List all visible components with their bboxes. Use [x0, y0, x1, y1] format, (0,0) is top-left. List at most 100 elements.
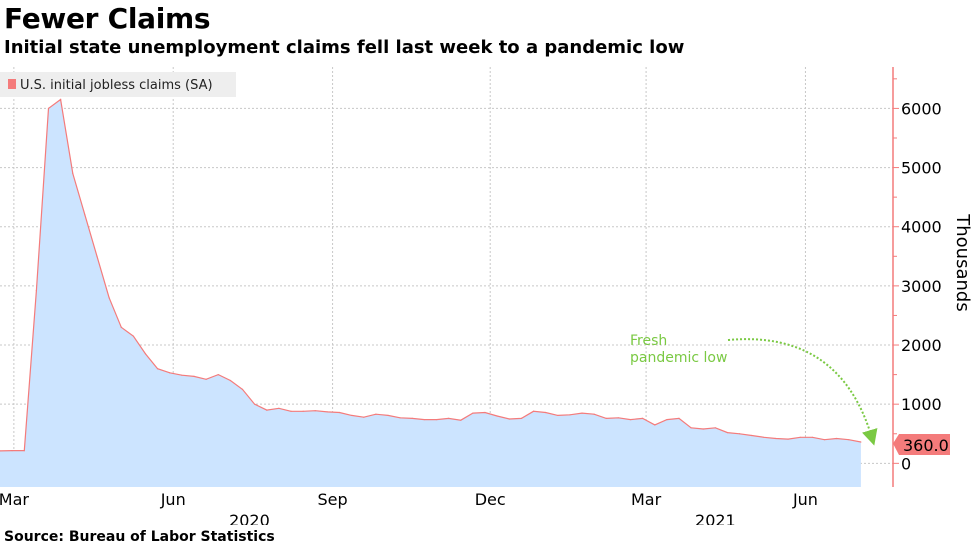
annotation-line-2: pandemic low — [630, 350, 727, 366]
data-point — [836, 437, 838, 440]
y-axis-title: Thousands — [952, 213, 973, 311]
data-point — [266, 409, 268, 411]
data-point — [751, 434, 753, 437]
data-point — [484, 411, 486, 414]
chart-title: Fewer Claims — [4, 2, 211, 35]
data-point — [181, 374, 183, 376]
data-point — [363, 416, 365, 418]
data-point — [435, 418, 438, 421]
data-point — [629, 418, 632, 421]
data-point — [848, 439, 850, 441]
y-tick-label: 3000 — [901, 277, 942, 296]
data-point — [120, 326, 122, 328]
data-point — [448, 417, 450, 419]
data-point — [169, 372, 171, 374]
data-point — [787, 438, 789, 440]
data-point — [617, 417, 619, 419]
x-year-label: 2020 — [229, 511, 270, 525]
source-note: Source: Bureau of Labor Statistics — [4, 529, 275, 545]
x-year-label: 2021 — [695, 511, 736, 525]
y-tick-label: 1000 — [901, 395, 942, 414]
data-point — [375, 413, 377, 415]
x-axis: Mar Jun Sep Dec Mar Jun 2020 2021 — [0, 490, 818, 525]
data-point — [702, 428, 704, 430]
data-point — [775, 437, 777, 440]
data-point — [860, 441, 862, 443]
data-point — [84, 214, 86, 216]
annotation-arrow — [727, 338, 878, 446]
annotation: Fresh pandemic low — [630, 333, 878, 446]
data-point — [132, 335, 134, 337]
legend: U.S. initial jobless claims (SA) — [0, 72, 236, 97]
x-tick-label: Sep — [317, 490, 347, 509]
data-point — [666, 418, 668, 421]
series-line — [0, 98, 862, 452]
data-point — [811, 436, 813, 438]
data-point — [144, 353, 147, 355]
data-point — [338, 411, 341, 414]
data-point — [508, 418, 510, 420]
x-tick-label: Mar — [631, 490, 662, 509]
data-point — [605, 417, 607, 419]
data-point — [423, 418, 425, 421]
y-tick-label: 5000 — [901, 159, 942, 178]
data-point — [387, 414, 389, 417]
data-point — [763, 436, 765, 438]
data-point — [714, 427, 716, 429]
data-point — [545, 411, 547, 414]
legend-swatch — [8, 79, 16, 89]
y-tick-label: 4000 — [901, 218, 942, 237]
data-point — [351, 414, 353, 417]
data-point — [278, 407, 280, 409]
data-point — [96, 255, 98, 257]
data-point — [739, 433, 741, 435]
data-point — [520, 417, 522, 419]
data-point — [399, 417, 401, 419]
data-point — [0, 450, 1, 452]
series-points — [0, 98, 862, 452]
x-tick-label: Dec — [475, 490, 506, 509]
data-point — [60, 98, 62, 101]
last-value-label: 360.0 — [903, 436, 949, 455]
data-point — [654, 424, 656, 426]
last-value-marker: 360.0 — [893, 434, 950, 455]
data-point — [642, 417, 644, 419]
data-point — [290, 410, 292, 412]
annotation-line-1: Fresh — [630, 333, 667, 349]
data-point — [229, 379, 231, 382]
data-point — [241, 388, 244, 390]
data-point — [35, 290, 37, 292]
data-point — [593, 413, 595, 415]
last-value-badge — [893, 434, 950, 455]
data-point — [690, 427, 692, 429]
data-point — [569, 414, 571, 416]
data-point — [23, 450, 25, 452]
data-point — [411, 417, 413, 419]
data-point — [193, 375, 195, 377]
data-point — [47, 107, 50, 110]
data-point — [472, 412, 474, 414]
x-tick-label: Jun — [792, 490, 818, 509]
data-point — [460, 419, 462, 421]
data-point — [254, 403, 256, 405]
data-point — [581, 412, 583, 414]
y-tick-label: 6000 — [901, 99, 942, 118]
data-point — [205, 378, 207, 380]
y-tick-label: 2000 — [901, 336, 942, 355]
y-tick-label: 0 — [901, 454, 911, 473]
data-point — [678, 417, 680, 419]
data-point — [314, 410, 316, 412]
data-point — [72, 172, 74, 175]
data-point — [217, 374, 219, 376]
data-point — [799, 436, 801, 438]
series-area-fill — [0, 99, 861, 487]
x-tick-label: Jun — [160, 490, 186, 509]
data-point — [823, 439, 826, 441]
data-point — [496, 415, 498, 417]
x-tick-label: Mar — [0, 490, 29, 509]
legend-box — [0, 72, 236, 97]
data-point — [11, 450, 13, 452]
legend-label: U.S. initial jobless claims (SA) — [20, 78, 213, 93]
y-axis: 0 1000 2000 3000 4000 5000 6000 — [892, 67, 942, 487]
